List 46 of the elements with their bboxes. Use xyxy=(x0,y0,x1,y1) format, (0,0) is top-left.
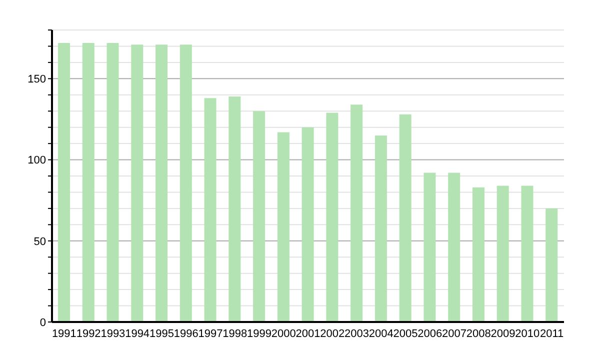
bar xyxy=(472,187,484,322)
bar xyxy=(374,135,387,322)
x-tick-label: 1997 xyxy=(198,328,223,340)
x-tick-label: 2007 xyxy=(442,328,467,340)
x-tick-label: 2000 xyxy=(271,328,296,340)
bar xyxy=(131,44,144,322)
bar xyxy=(496,186,509,322)
bar xyxy=(228,96,241,322)
x-tick-label: 2008 xyxy=(466,328,491,340)
x-tick-label: 2001 xyxy=(296,328,320,340)
bar xyxy=(58,42,70,322)
bar xyxy=(204,98,216,322)
bar xyxy=(302,127,314,322)
x-tick-label: 2004 xyxy=(368,328,394,340)
bar xyxy=(82,42,94,322)
bar xyxy=(253,111,266,322)
x-tick-label: 2010 xyxy=(515,328,540,340)
bar xyxy=(326,112,338,322)
y-tick-label: 150 xyxy=(28,74,46,86)
y-tick-label: 100 xyxy=(28,154,46,167)
y-tick-label: 0 xyxy=(40,316,46,329)
x-tick-label: 1996 xyxy=(174,328,198,340)
x-tick-label: 2003 xyxy=(344,328,370,340)
x-tick-label: 2002 xyxy=(320,328,345,340)
y-tick-label: 50 xyxy=(34,236,46,248)
bar xyxy=(546,208,558,322)
bar xyxy=(424,172,436,322)
bar xyxy=(156,44,168,322)
bar xyxy=(180,44,192,322)
bar xyxy=(106,42,119,322)
bar xyxy=(521,186,534,322)
x-tick-label: 1993 xyxy=(100,328,126,340)
x-tick-label: 2011 xyxy=(540,328,564,340)
x-tick-label: 1994 xyxy=(125,328,150,340)
x-tick-label: 2005 xyxy=(393,328,418,340)
x-tick-label: 1995 xyxy=(149,328,174,340)
bar xyxy=(448,172,460,322)
x-tick-label: 1999 xyxy=(246,328,272,340)
bar xyxy=(399,114,412,322)
bar xyxy=(350,104,363,322)
x-tick-label: 2006 xyxy=(418,328,442,340)
x-tick-label: 1992 xyxy=(76,328,101,340)
x-tick-label: 1991 xyxy=(52,328,76,340)
x-tick-label: 1998 xyxy=(222,328,248,340)
bar xyxy=(277,132,290,322)
x-tick-label: 2009 xyxy=(490,328,516,340)
